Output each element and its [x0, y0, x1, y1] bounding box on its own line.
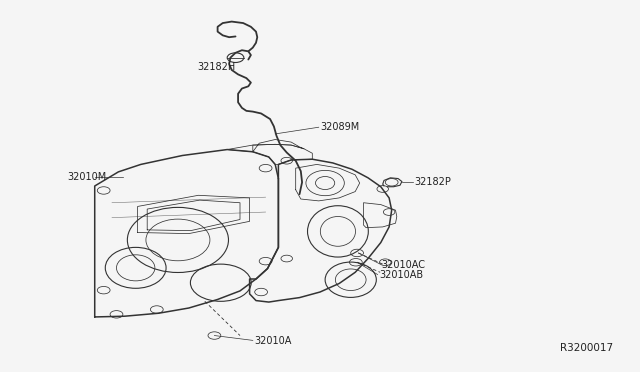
Text: 32182H: 32182H: [197, 62, 236, 72]
Text: 32010AB: 32010AB: [379, 270, 423, 280]
Text: 32182P: 32182P: [414, 177, 451, 187]
Text: 32089M: 32089M: [320, 122, 359, 132]
Text: 32010AC: 32010AC: [381, 260, 426, 270]
Text: 32010A: 32010A: [254, 336, 291, 346]
Text: 32010M: 32010M: [67, 172, 106, 182]
Text: R3200017: R3200017: [560, 343, 613, 353]
